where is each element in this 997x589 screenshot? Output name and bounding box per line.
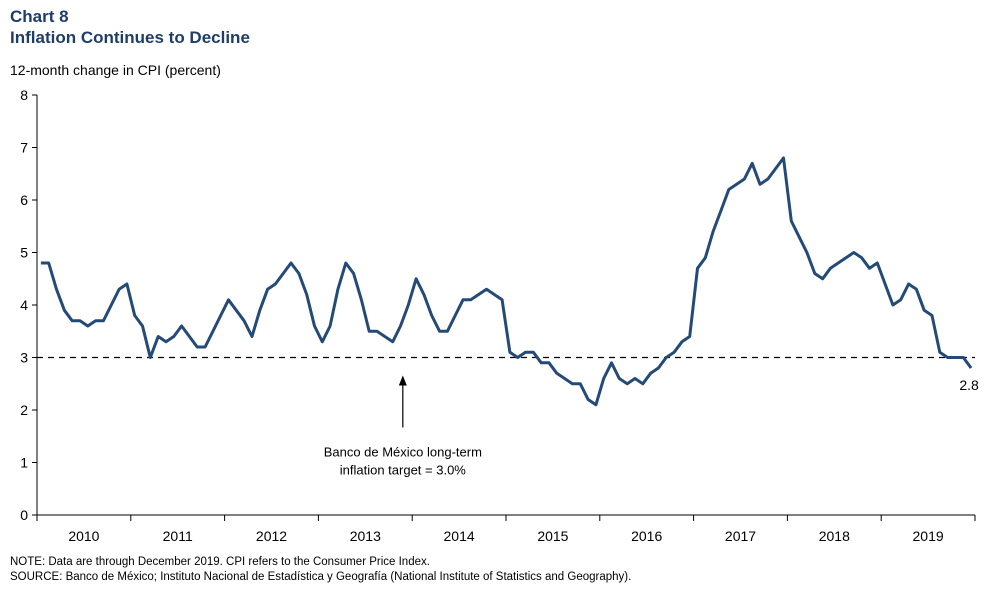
x-tick-label: 2011 <box>163 528 193 544</box>
y-tick-label: 0 <box>20 507 28 523</box>
source-text: SOURCE: Banco de México; Instituto Nacio… <box>10 571 632 583</box>
y-tick-label: 3 <box>20 350 28 366</box>
line-chart: 0 1 2 3 4 5 6 7 8 2010 2011 2012 2013 2014 2015 2016 201… <box>20 87 979 544</box>
y-tick-label: 4 <box>20 297 28 313</box>
y-tick-label: 7 <box>20 140 28 156</box>
note-text: NOTE: Data are through December 2019. CP… <box>10 556 430 568</box>
cpi-series-line <box>40 156 973 407</box>
x-tick-label: 2013 <box>350 528 381 544</box>
x-tick-label: 2010 <box>68 528 99 544</box>
target-annotation-line1: Banco de México long-term <box>324 445 482 460</box>
x-tick-label: 2012 <box>256 528 287 544</box>
end-value-label: 2.8 <box>959 377 979 393</box>
y-tick-label: 6 <box>20 192 28 208</box>
x-tick-label: 2016 <box>631 528 662 544</box>
x-tick-label: 2015 <box>537 528 568 544</box>
chart-title: Inflation Continues to Decline <box>10 28 250 47</box>
x-tick-label: 2014 <box>444 528 475 544</box>
chart-title-block: Chart 8 Inflation Continues to Decline <box>10 6 250 48</box>
chart-notes: NOTE: Data are through December 2019. CP… <box>10 555 631 585</box>
target-arrow-head <box>398 375 407 386</box>
y-tick-label: 5 <box>20 245 28 261</box>
target-annotation-line2: inflation target = 3.0% <box>340 463 467 478</box>
chart-number: Chart 8 <box>10 7 69 26</box>
y-axis-label: 12-month change in CPI (percent) <box>10 62 221 78</box>
y-tick-label: 8 <box>20 87 28 103</box>
x-tick-label: 2019 <box>913 528 944 544</box>
y-tick-label: 1 <box>20 455 28 471</box>
x-tick-label: 2017 <box>725 528 756 544</box>
x-tick-label: 2018 <box>819 528 850 544</box>
y-tick-label: 2 <box>20 402 28 418</box>
